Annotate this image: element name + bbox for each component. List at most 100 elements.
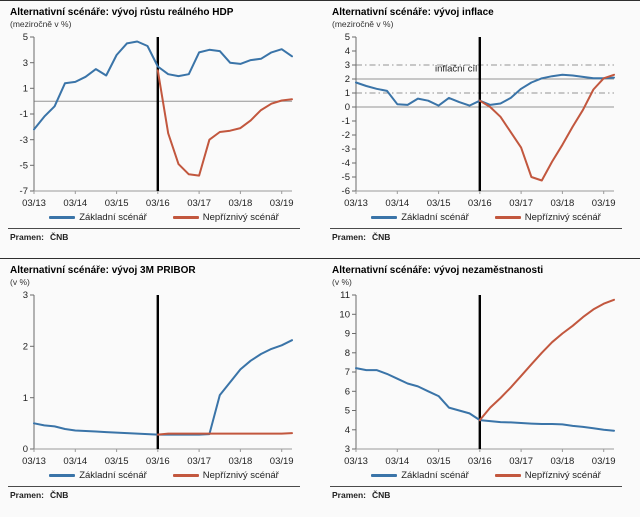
annotation-inflation-target: inflační cíl	[435, 63, 477, 74]
chart-title-inflation: Alternativní scénáře: vývoj inflace	[332, 7, 494, 18]
x-tick-label: 03/16	[146, 456, 170, 467]
source-note: Pramen: ČNB	[8, 486, 300, 500]
chart-block-inflation: Alternativní scénáře: vývoj inflace (mez…	[330, 4, 622, 258]
y-tick-label: 1	[23, 84, 28, 95]
y-tick-label: 2	[345, 74, 350, 85]
legend-item-adverse: Nepříznivý scénář	[494, 212, 601, 223]
x-tick-label: 03/18	[229, 456, 253, 467]
series-baseline-line	[33, 339, 293, 436]
source-value: ČNB	[50, 490, 69, 500]
y-tick-label: 3	[23, 290, 28, 301]
adverse-line-swatch	[494, 216, 521, 219]
x-tick-label: 03/13	[344, 198, 368, 209]
x-tick-label: 03/18	[551, 198, 575, 209]
x-tick-label: 03/17	[187, 198, 211, 209]
x-tick-label: 03/14	[63, 456, 87, 467]
legend-item-baseline: Základní scénář	[371, 212, 469, 223]
y-tick-label: 3	[23, 58, 28, 69]
x-tick-label: 03/18	[551, 456, 575, 467]
series-baseline-line	[33, 40, 293, 131]
x-tick-label: 03/16	[146, 198, 170, 209]
source-label: Pramen:	[10, 232, 45, 242]
legend-label-adverse: Nepříznivý scénář	[524, 470, 601, 481]
series-adverse-line	[156, 432, 293, 436]
y-tick-label: -1	[20, 109, 28, 120]
y-tick-label: 8	[345, 348, 350, 359]
legend-item-adverse: Nepříznivý scénář	[172, 470, 279, 481]
legend-label-adverse: Nepříznivý scénář	[524, 212, 601, 223]
chart-block-unemployment: Alternativní scénáře: vývoj nezaměstnano…	[330, 262, 622, 517]
y-tick-label: 9	[345, 329, 350, 340]
source-value: ČNB	[372, 490, 391, 500]
adverse-line-swatch	[172, 216, 199, 219]
x-tick-label: 03/19	[592, 198, 616, 209]
legend-label-baseline: Základní scénář	[79, 212, 147, 223]
chart-subtitle-inflation: (meziročně v %)	[332, 19, 394, 29]
x-tick-label: 03/19	[592, 456, 616, 467]
series-baseline-line	[355, 367, 615, 432]
chart-legend: Základní scénář Nepříznivý scénář	[8, 470, 300, 481]
legend-label-adverse: Nepříznivý scénář	[202, 470, 279, 481]
chart-subtitle-pribor: (v %)	[10, 277, 30, 287]
chart-subtitle-unemployment: (v %)	[332, 277, 352, 287]
adverse-line-swatch	[172, 474, 199, 477]
series-adverse-line	[478, 298, 615, 422]
x-tick-label: 03/17	[187, 456, 211, 467]
x-tick-label: 03/14	[385, 198, 409, 209]
y-tick-label: -5	[342, 172, 350, 183]
source-value: ČNB	[50, 232, 69, 242]
x-tick-label: 03/13	[22, 456, 46, 467]
x-tick-label: 03/19	[270, 198, 294, 209]
y-tick-label: -7	[20, 186, 28, 197]
y-tick-label: 4	[345, 46, 350, 57]
legend-label-baseline: Základní scénář	[401, 470, 469, 481]
pribor-line-chart: 3 2 1 003/13 03/14 03/15 03/16 03/17 03/18 03/19	[22, 290, 294, 467]
x-tick-label: 03/16	[468, 198, 492, 209]
baseline-line-swatch	[49, 216, 76, 219]
unemployment-line-chart: 11 10 9 8 7 6 5 4 303/13 03/14 03/15 03/16 03/17 03/1…	[339, 290, 616, 467]
x-tick-label: 03/15	[105, 456, 129, 467]
chart-row-bottom: Alternativní scénáře: vývoj 3M PRIBOR (v…	[0, 258, 640, 517]
chart-subtitle-gdp: (meziročně v %)	[10, 19, 72, 29]
x-tick-label: 03/15	[105, 198, 129, 209]
x-tick-label: 03/17	[509, 198, 533, 209]
y-tick-label: 10	[339, 309, 350, 320]
legend-item-baseline: Základní scénář	[371, 470, 469, 481]
chart-title-unemployment: Alternativní scénáře: vývoj nezaměstnano…	[332, 265, 544, 276]
y-tick-label: -3	[20, 135, 28, 146]
x-tick-label: 03/17	[509, 456, 533, 467]
legend-label-adverse: Nepříznivý scénář	[202, 212, 279, 223]
series-adverse-line	[156, 69, 293, 177]
y-tick-label: 3	[345, 60, 350, 71]
x-tick-label: 03/14	[385, 456, 409, 467]
x-tick-label: 03/15	[427, 198, 451, 209]
y-tick-label: -3	[342, 144, 350, 155]
x-tick-label: 03/15	[427, 456, 451, 467]
y-tick-label: -2	[342, 130, 350, 141]
chart-block-gdp: Alternativní scénáře: vývoj růstu reálné…	[8, 4, 300, 258]
source-value: ČNB	[372, 232, 391, 242]
source-label: Pramen:	[332, 232, 367, 242]
inflation-line-chart: 5 4 3 2 1 0 -1 -2 -3 -4 -5 -603/13 03/14 03/15 03/16 03…	[342, 32, 616, 209]
y-tick-label: -1	[342, 116, 350, 127]
x-tick-label: 03/14	[63, 198, 87, 209]
x-tick-label: 03/13	[344, 456, 368, 467]
source-note: Pramen: ČNB	[330, 486, 622, 500]
baseline-line-swatch	[371, 474, 398, 477]
chart-legend: Základní scénář Nepříznivý scénář	[330, 212, 622, 223]
y-tick-label: 0	[23, 444, 28, 455]
x-tick-label: 03/19	[270, 456, 294, 467]
source-note: Pramen: ČNB	[330, 228, 622, 242]
y-tick-label: -5	[20, 161, 28, 172]
legend-item-adverse: Nepříznivý scénář	[172, 212, 279, 223]
legend-label-baseline: Základní scénář	[401, 212, 469, 223]
chart-row-top: Alternativní scénáře: vývoj růstu reálné…	[0, 0, 640, 258]
y-tick-label: 6	[345, 387, 350, 398]
chart-legend: Základní scénář Nepříznivý scénář	[8, 212, 300, 223]
y-tick-label: -4	[342, 158, 350, 169]
y-tick-label: 5	[345, 32, 350, 43]
x-tick-label: 03/16	[468, 456, 492, 467]
baseline-line-swatch	[371, 216, 398, 219]
baseline-line-swatch	[49, 474, 76, 477]
source-label: Pramen:	[10, 490, 45, 500]
